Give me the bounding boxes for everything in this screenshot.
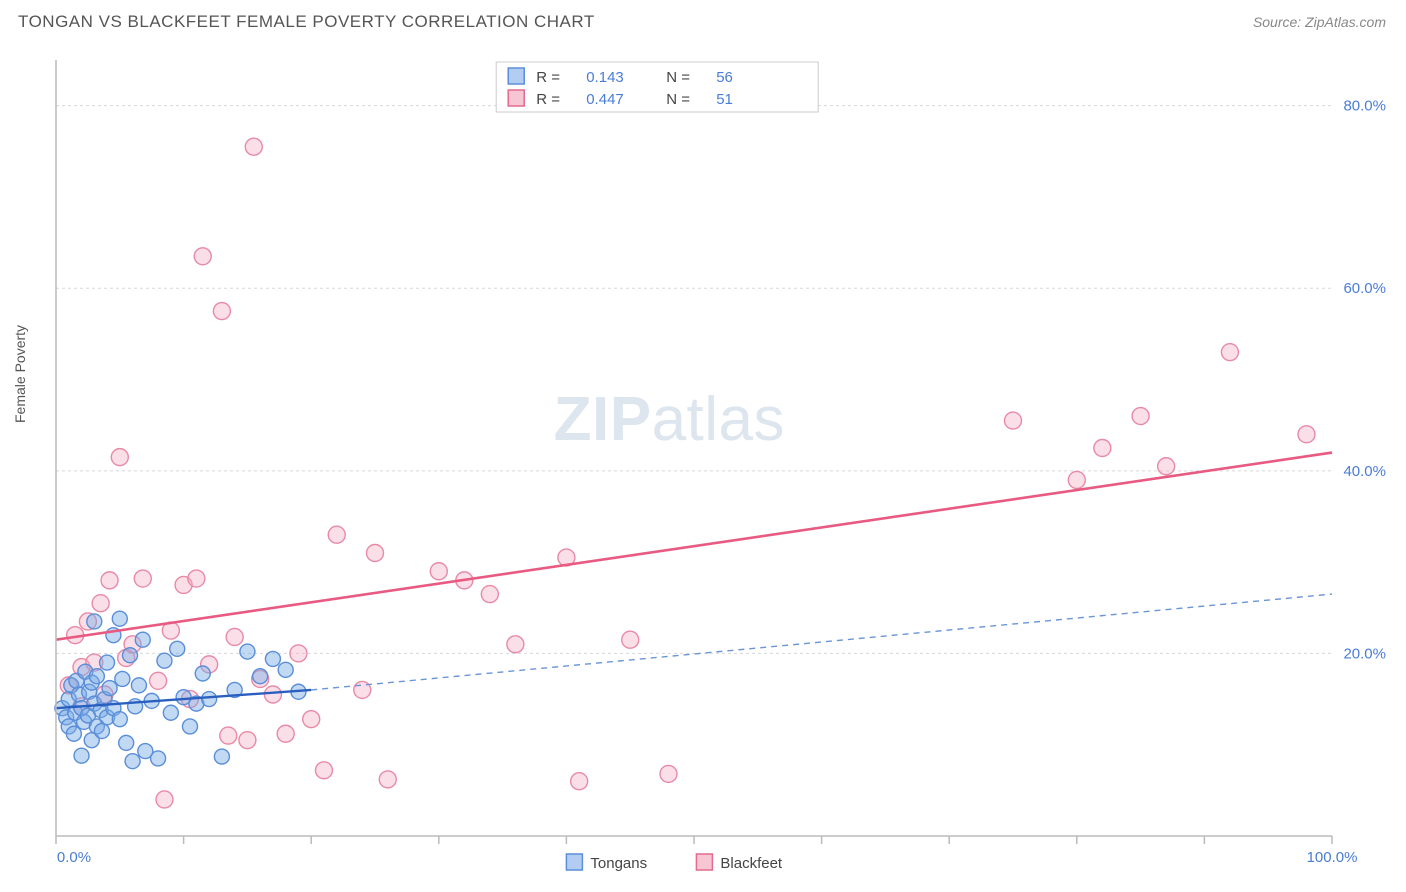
data-point-blackfeet bbox=[101, 572, 118, 589]
x-tick-label-right: 100.0% bbox=[1307, 849, 1358, 866]
data-point-blackfeet bbox=[188, 570, 205, 587]
bottom-label-blackfeet: Blackfeet bbox=[720, 855, 783, 872]
data-point-blackfeet bbox=[367, 544, 384, 561]
y-tick-label: 40.0% bbox=[1343, 463, 1386, 480]
data-point-tongans bbox=[195, 666, 210, 681]
data-point-blackfeet bbox=[277, 725, 294, 742]
source-label: Source: ZipAtlas.com bbox=[1253, 14, 1386, 30]
data-point-blackfeet bbox=[315, 762, 332, 779]
data-point-tongans bbox=[100, 655, 115, 670]
data-point-tongans bbox=[202, 692, 217, 707]
legend-n-value-blackfeet: 51 bbox=[716, 91, 733, 108]
data-point-blackfeet bbox=[571, 773, 588, 790]
data-point-blackfeet bbox=[1132, 408, 1149, 425]
legend-n-label: N = bbox=[666, 69, 690, 86]
y-tick-label: 20.0% bbox=[1343, 645, 1386, 662]
scatter-plot: 20.0% 40.0% 60.0% 80.0% ZIPatlas 0.0% 100.0% R … bbox=[50, 46, 1394, 880]
legend-n-value-tongans: 56 bbox=[716, 69, 733, 86]
data-point-blackfeet bbox=[1005, 412, 1022, 429]
data-point-tongans bbox=[278, 662, 293, 677]
data-point-tongans bbox=[240, 644, 255, 659]
data-point-blackfeet bbox=[1158, 458, 1175, 475]
chart-title: TONGAN VS BLACKFEET FEMALE POVERTY CORRE… bbox=[18, 12, 595, 32]
data-point-tongans bbox=[115, 671, 130, 686]
data-point-blackfeet bbox=[622, 631, 639, 648]
regression-extrapolation-tongans bbox=[311, 594, 1332, 690]
data-point-tongans bbox=[214, 749, 229, 764]
x-tick-label-left: 0.0% bbox=[57, 849, 91, 866]
data-point-tongans bbox=[151, 751, 166, 766]
data-point-tongans bbox=[112, 712, 127, 727]
bottom-label-tongans: Tongans bbox=[590, 855, 647, 872]
data-point-blackfeet bbox=[226, 628, 243, 645]
data-point-tongans bbox=[163, 705, 178, 720]
watermark: ZIPatlas bbox=[554, 385, 785, 454]
data-point-tongans bbox=[89, 669, 104, 684]
data-point-tongans bbox=[253, 669, 268, 684]
bottom-swatch-blackfeet bbox=[696, 854, 712, 870]
data-point-tongans bbox=[87, 614, 102, 629]
legend-n-label: N = bbox=[666, 91, 690, 108]
bottom-swatch-tongans bbox=[566, 854, 582, 870]
data-point-blackfeet bbox=[245, 138, 262, 155]
data-point-blackfeet bbox=[290, 645, 307, 662]
data-point-blackfeet bbox=[1094, 440, 1111, 457]
data-point-blackfeet bbox=[156, 791, 173, 808]
data-point-tongans bbox=[265, 651, 280, 666]
y-tick-label: 60.0% bbox=[1343, 280, 1386, 297]
data-point-blackfeet bbox=[239, 732, 256, 749]
y-axis-label: Female Poverty bbox=[12, 325, 28, 423]
legend-r-value-tongans: 0.143 bbox=[586, 69, 624, 86]
data-point-tongans bbox=[66, 726, 81, 741]
data-point-tongans bbox=[112, 611, 127, 626]
data-point-blackfeet bbox=[328, 526, 345, 543]
legend-r-label: R = bbox=[536, 91, 560, 108]
data-point-blackfeet bbox=[194, 248, 211, 265]
regression-line-blackfeet bbox=[56, 453, 1332, 640]
data-point-tongans bbox=[123, 648, 138, 663]
y-tick-label: 80.0% bbox=[1343, 98, 1386, 115]
legend-swatch-tongans bbox=[508, 68, 524, 84]
data-point-tongans bbox=[74, 748, 89, 763]
data-point-blackfeet bbox=[379, 771, 396, 788]
data-point-blackfeet bbox=[213, 303, 230, 320]
data-point-tongans bbox=[94, 724, 109, 739]
data-point-blackfeet bbox=[264, 686, 281, 703]
data-point-tongans bbox=[131, 678, 146, 693]
data-point-blackfeet bbox=[507, 636, 524, 653]
data-point-blackfeet bbox=[660, 765, 677, 782]
data-point-blackfeet bbox=[1298, 426, 1315, 443]
data-point-tongans bbox=[182, 719, 197, 734]
data-point-blackfeet bbox=[92, 595, 109, 612]
data-point-blackfeet bbox=[220, 727, 237, 744]
legend-r-label: R = bbox=[536, 69, 560, 86]
data-point-blackfeet bbox=[430, 563, 447, 580]
data-point-tongans bbox=[157, 653, 172, 668]
chart-container: Female Poverty 20.0%40.0%60.0%80.0%ZIPat… bbox=[18, 46, 1394, 880]
data-point-tongans bbox=[125, 754, 140, 769]
data-point-blackfeet bbox=[481, 586, 498, 603]
data-point-blackfeet bbox=[1068, 471, 1085, 488]
legend-swatch-blackfeet bbox=[508, 90, 524, 106]
data-point-blackfeet bbox=[111, 449, 128, 466]
legend-r-value-blackfeet: 0.447 bbox=[586, 91, 624, 108]
data-point-blackfeet bbox=[1221, 344, 1238, 361]
data-point-tongans bbox=[135, 632, 150, 647]
data-point-tongans bbox=[102, 681, 117, 696]
data-point-blackfeet bbox=[150, 672, 167, 689]
data-point-tongans bbox=[170, 641, 185, 656]
data-point-tongans bbox=[119, 735, 134, 750]
data-point-blackfeet bbox=[134, 570, 151, 587]
data-point-blackfeet bbox=[303, 711, 320, 728]
